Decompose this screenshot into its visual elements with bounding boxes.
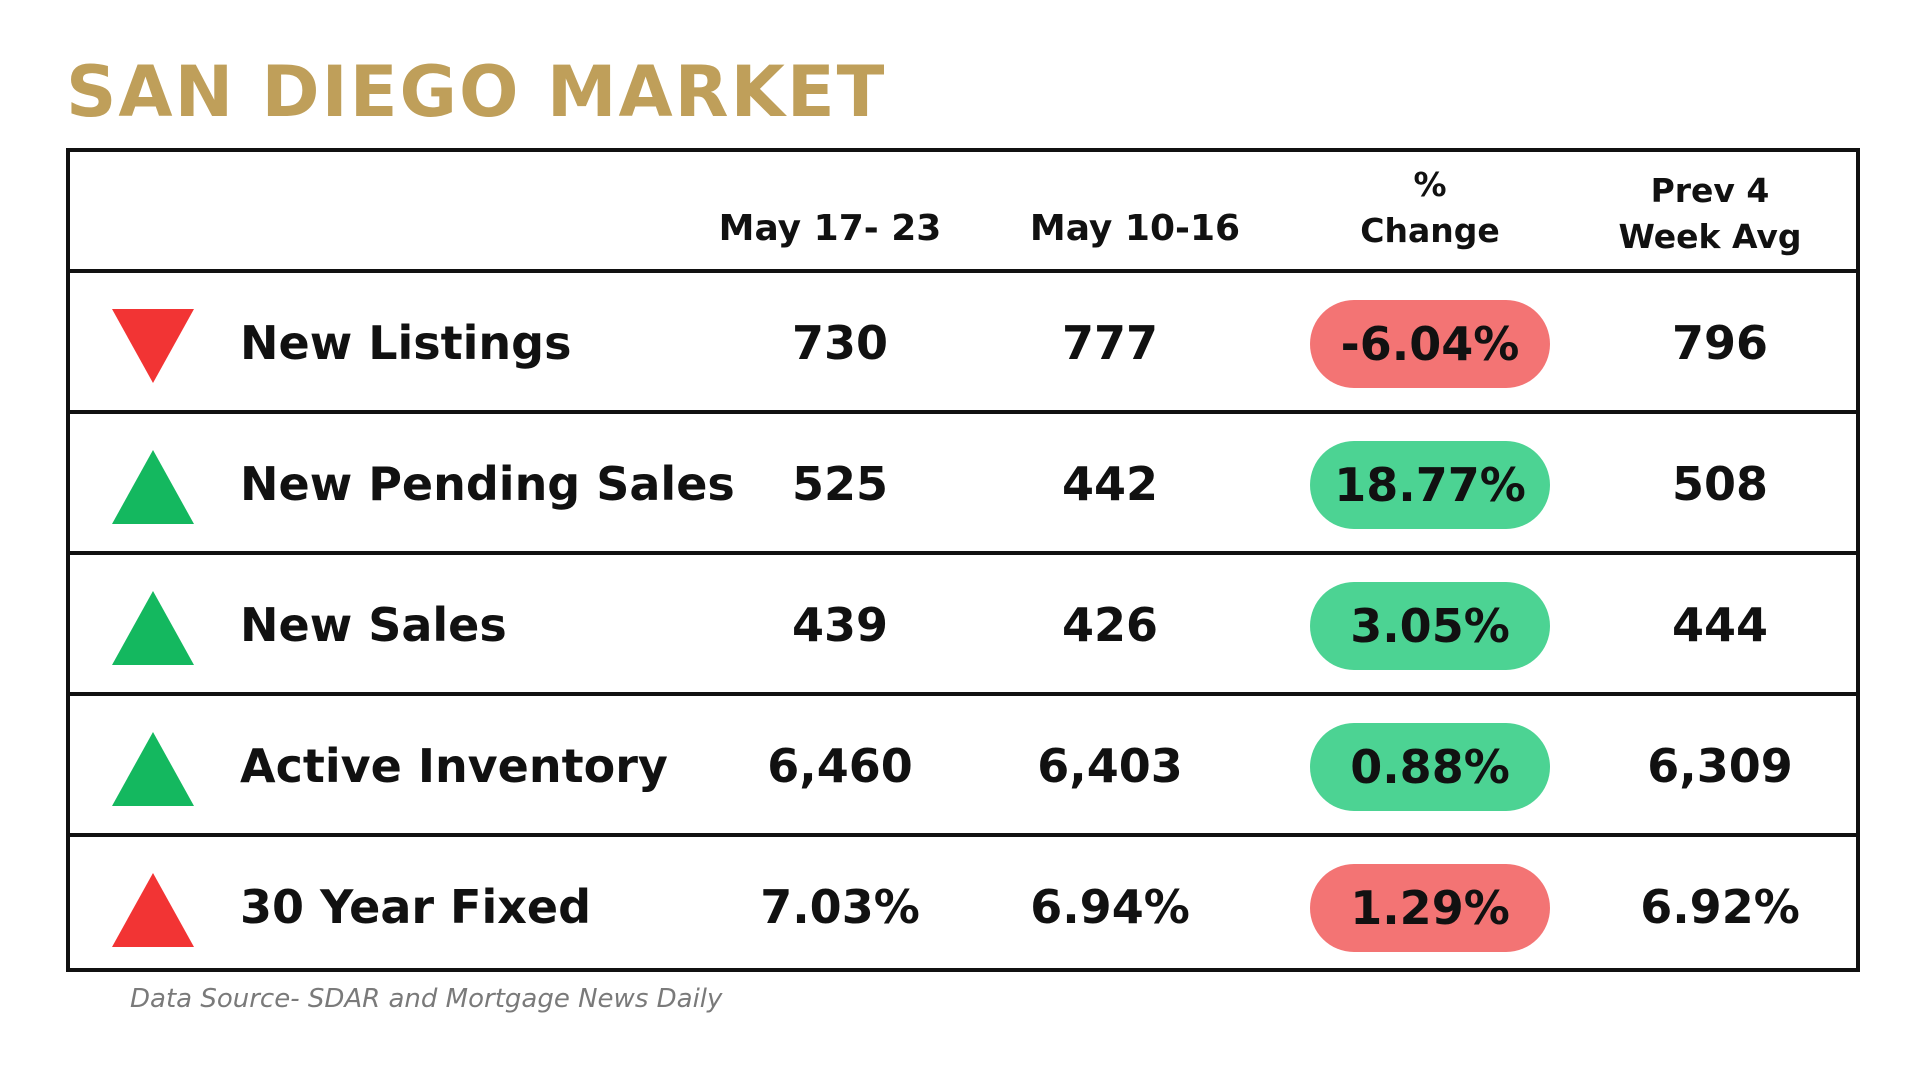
percent-change-badge: 1.29% [1310, 864, 1550, 952]
current-week-value: 7.03% [760, 880, 920, 934]
prev-4-week-avg-value: 508 [1671, 457, 1769, 511]
previous-week-value: 442 [1061, 457, 1159, 511]
header-percent-change-line1: % [1413, 165, 1447, 204]
header-percent-change-line2: Change [1360, 211, 1500, 250]
current-week-value: 439 [791, 598, 889, 652]
row-label: New Sales [240, 598, 507, 652]
prev-4-week-avg-value: 796 [1671, 316, 1769, 370]
trend-up-icon [112, 873, 194, 947]
percent-change-badge: 18.77% [1310, 441, 1550, 529]
previous-week-value: 777 [1061, 316, 1159, 370]
previous-week-value: 6.94% [1030, 880, 1190, 934]
table-row: New Sales 439 426 3.05% 444 [70, 555, 1856, 696]
header-prev-4-week-avg: Prev 4 Week Avg [1580, 168, 1840, 260]
row-label: New Listings [240, 316, 572, 370]
percent-change-badge: 0.88% [1310, 723, 1550, 811]
previous-week-value: 6,403 [1037, 739, 1183, 793]
prev-4-week-avg-value: 6.92% [1640, 880, 1800, 934]
row-label: New Pending Sales [240, 457, 735, 511]
header-prev-4-week-avg-line2: Week Avg [1618, 217, 1802, 256]
table-row: 30 Year Fixed 7.03% 6.94% 1.29% 6.92% [70, 837, 1856, 978]
data-source-note: Data Source- SDAR and Mortgage News Dail… [130, 984, 723, 1014]
percent-change-badge: -6.04% [1310, 300, 1550, 388]
row-label: Active Inventory [240, 739, 668, 793]
previous-week-value: 426 [1061, 598, 1159, 652]
table-row: New Listings 730 777 -6.04% 796 [70, 273, 1856, 414]
market-table: May 17- 23 May 10-16 % Change Prev 4 Wee… [66, 148, 1860, 972]
current-week-value: 6,460 [767, 739, 913, 793]
percent-change-badge: 3.05% [1310, 582, 1550, 670]
header-percent-change: % Change [1300, 162, 1560, 254]
header-previous-week: May 10-16 [1029, 208, 1241, 249]
table-row: Active Inventory 6,460 6,403 0.88% 6,309 [70, 696, 1856, 837]
prev-4-week-avg-value: 444 [1671, 598, 1769, 652]
trend-up-icon [112, 591, 194, 665]
header-prev-4-week-avg-line1: Prev 4 [1650, 171, 1770, 210]
trend-up-icon [112, 732, 194, 806]
table-row: New Pending Sales 525 442 18.77% 508 [70, 414, 1856, 555]
trend-up-icon [112, 450, 194, 524]
header-current-week: May 17- 23 [718, 208, 942, 249]
current-week-value: 730 [791, 316, 889, 370]
current-week-value: 525 [791, 457, 889, 511]
page-title: SAN DIEGO MARKET [66, 51, 887, 133]
row-label: 30 Year Fixed [240, 880, 592, 934]
table-header-row: May 17- 23 May 10-16 % Change Prev 4 Wee… [70, 152, 1856, 273]
trend-down-icon [112, 309, 194, 383]
prev-4-week-avg-value: 6,309 [1647, 739, 1793, 793]
